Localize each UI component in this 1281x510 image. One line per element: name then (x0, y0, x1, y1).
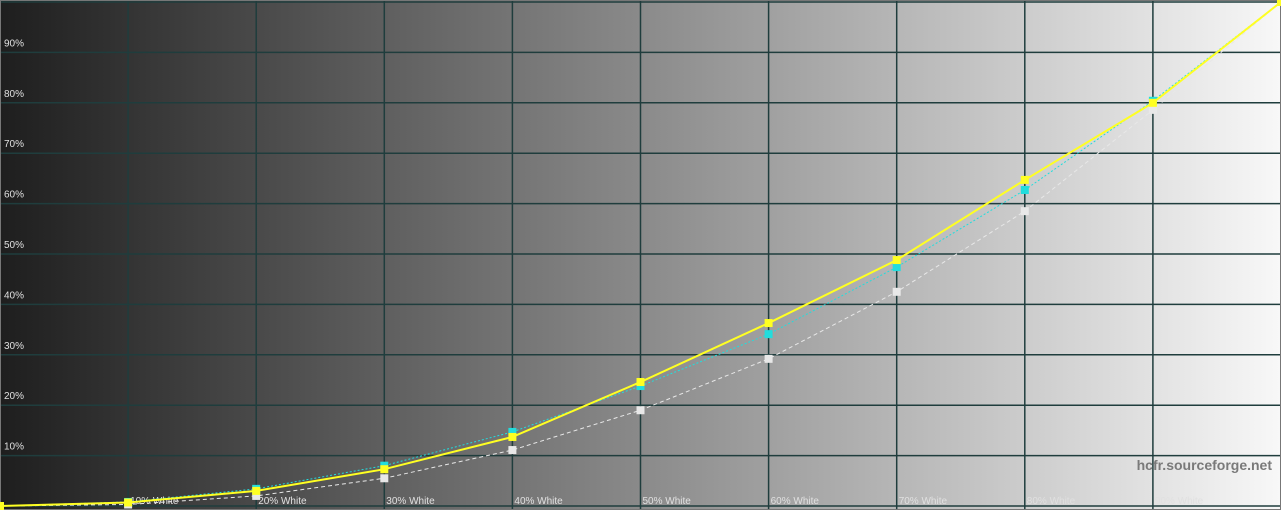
data-point (892, 263, 901, 272)
data-point (764, 330, 773, 339)
data-point (124, 498, 133, 507)
y-axis-labels: 10% 20% 30% 40% 50% 60% 70% 80% 90% (4, 38, 24, 452)
data-point (0, 502, 4, 510)
watermark: hcfr.sourceforge.net (1137, 457, 1273, 473)
data-point (636, 382, 645, 391)
data-point (252, 486, 261, 495)
x-tick-label: 90% White (1155, 496, 1204, 507)
data-point (892, 256, 901, 265)
data-point (764, 319, 773, 328)
data-point (1148, 105, 1157, 114)
x-tick-label: 70% White (899, 496, 948, 507)
y-tick-label: 90% (4, 38, 24, 49)
y-tick-label: 60% (4, 190, 24, 201)
x-tick-label: 60% White (771, 496, 820, 507)
data-point (1020, 185, 1029, 194)
data-point (508, 446, 517, 455)
x-tick-label: 50% White (643, 496, 692, 507)
data-point (508, 432, 517, 441)
y-tick-label: 80% (4, 89, 24, 100)
data-point (1277, 0, 1281, 6)
data-point (764, 354, 773, 363)
data-point (380, 474, 389, 483)
data-point (1148, 98, 1157, 107)
y-tick-label: 30% (4, 341, 24, 352)
data-point (1020, 175, 1029, 184)
data-point (636, 406, 645, 415)
y-tick-label: 20% (4, 391, 24, 402)
data-point (892, 287, 901, 296)
y-tick-label: 40% (4, 290, 24, 301)
x-tick-label: 10% White (130, 496, 179, 507)
y-tick-label: 10% (4, 442, 24, 453)
x-axis-labels: 10% White 20% White 30% White 40% White 50% … (130, 496, 1204, 507)
data-point (1020, 207, 1029, 216)
y-tick-label: 50% (4, 240, 24, 251)
data-point (636, 378, 645, 387)
data-point (252, 491, 261, 500)
x-tick-label: 80% White (1027, 496, 1076, 507)
x-tick-label: 30% White (386, 496, 435, 507)
data-point (380, 465, 389, 474)
x-tick-label: 20% White (258, 496, 307, 507)
data-point (508, 427, 517, 436)
y-tick-label: 70% (4, 139, 24, 150)
x-tick-label: 40% White (514, 496, 563, 507)
